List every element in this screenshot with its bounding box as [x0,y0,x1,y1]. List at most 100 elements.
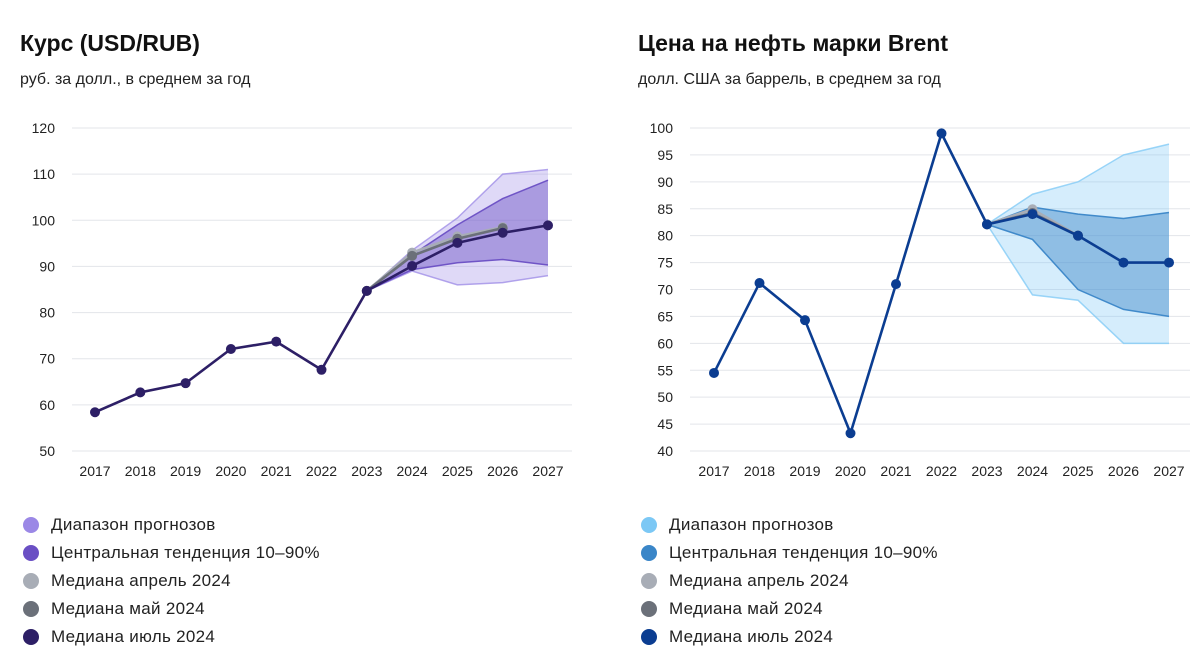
y-tick-label: 60 [657,335,673,351]
band-upper-edge [986,143,1170,225]
y-tick-label: 70 [39,351,55,367]
chart-subtitle: долл. США за баррель, в среднем за год [638,71,941,88]
x-tick-label: 2024 [1017,463,1048,479]
legend-label: Диапазон прогнозов [51,515,216,534]
x-tick-label: 2022 [306,463,337,479]
legend-swatch [641,629,657,645]
x-tick-label: 2023 [971,463,1002,479]
data-point [1073,230,1083,241]
x-tick-label: 2021 [880,463,911,479]
y-tick-label: 100 [32,212,56,228]
y-tick-label: 85 [657,201,673,217]
legend-swatch [23,545,39,561]
legend-label: Медиана май 2024 [51,599,205,618]
legend-label: Медиана апрель 2024 [51,571,231,590]
y-tick-label: 120 [32,120,56,136]
legend-label: Медиана июль 2024 [669,627,834,646]
data-point [316,364,327,375]
x-tick-label: 2017 [79,463,110,479]
y-tick-label: 110 [33,166,56,182]
data-point [407,250,418,261]
data-point [982,219,992,230]
data-point [361,285,372,296]
data-point [225,344,236,355]
x-tick-label: 2020 [215,463,246,479]
legend-swatch [23,629,39,645]
data-point [1027,209,1038,220]
data-point [891,279,901,290]
x-tick-label: 2026 [1108,463,1139,479]
usd-rub-line-chart: 50 60 70 80 90 100 110 120 2017 2018 2019 2020 2021 2… [32,120,572,479]
legend-swatch [641,573,657,589]
data-point [936,128,947,139]
band-upper-edge [986,206,1170,226]
data-point [271,336,282,347]
x-tick-label: 2023 [351,463,382,479]
y-tick-label: 70 [657,282,673,298]
data-point [180,378,191,389]
data-point [754,278,765,289]
band-lower-edge [366,258,549,292]
legend-label: Центральная тенденция 10–90% [669,543,938,562]
median-line [366,226,503,292]
y-tick-label: 50 [657,389,673,405]
y-tick-label: 50 [39,443,55,459]
legend-swatch [23,573,39,589]
brent-chart-panel: Цена на нефть марки Brent долл. США за б… [618,0,1200,671]
data-point [709,367,719,378]
forecast-band [987,207,1169,317]
y-tick-label: 45 [657,416,673,432]
y-tick-label: 80 [657,228,673,244]
x-tick-label: 2018 [744,463,775,479]
data-point [90,407,100,418]
brent-line-chart: 40 45 50 55 60 65 70 75 80 85 90 95 100 2017 2018 2019 2… [650,120,1190,479]
x-tick-label: 2021 [261,463,292,479]
legend-swatch [23,517,39,533]
y-tick-label: 55 [657,362,673,378]
legend-swatch [641,601,657,617]
x-tick-label: 2027 [532,463,563,479]
y-tick-label: 80 [39,305,55,321]
y-tick-label: 75 [657,255,673,271]
band-lower-edge [986,223,1169,345]
legend-swatch [23,601,39,617]
x-tick-label: 2019 [789,463,820,479]
y-tick-label: 90 [657,174,673,190]
data-point [845,428,856,439]
y-tick-label: 65 [657,308,673,324]
legend-label: Медиана июль 2024 [51,627,216,646]
x-tick-label: 2026 [487,463,518,479]
data-point [800,315,810,326]
data-point [135,387,146,398]
x-tick-label: 2019 [170,463,201,479]
band-lower-edge [986,223,1170,318]
x-tick-label: 2025 [442,463,473,479]
data-point [407,260,418,271]
legend-label: Диапазон прогнозов [669,515,834,534]
x-tick-label: 2027 [1153,463,1184,479]
x-tick-label: 2018 [125,463,156,479]
chart-title: Цена на нефть марки Brent [638,30,948,56]
data-point [1164,257,1174,268]
x-tick-label: 2024 [397,463,428,479]
x-tick-label: 2025 [1062,463,1093,479]
y-tick-label: 60 [39,397,55,413]
data-point [497,227,508,238]
band-lower-edge [366,270,549,292]
chart-subtitle: руб. за долл., в среднем за год [20,71,251,88]
data-point [452,237,463,248]
x-tick-label: 2022 [926,463,957,479]
usd-rub-chart-panel: Курс (USD/RUB) руб. за долл., в среднем … [0,0,590,671]
y-tick-label: 90 [39,258,55,274]
legend-label: Медиана май 2024 [669,599,823,618]
legend-swatch [641,517,657,533]
data-point [1118,257,1129,268]
y-tick-label: 95 [657,147,673,163]
legend-label: Центральная тенденция 10–90% [51,543,320,562]
y-tick-label: 40 [657,443,673,459]
y-tick-label: 100 [650,120,674,136]
legend-swatch [641,545,657,561]
x-tick-label: 2017 [698,463,729,479]
data-point [543,220,553,231]
legend-label: Медиана апрель 2024 [669,571,849,590]
